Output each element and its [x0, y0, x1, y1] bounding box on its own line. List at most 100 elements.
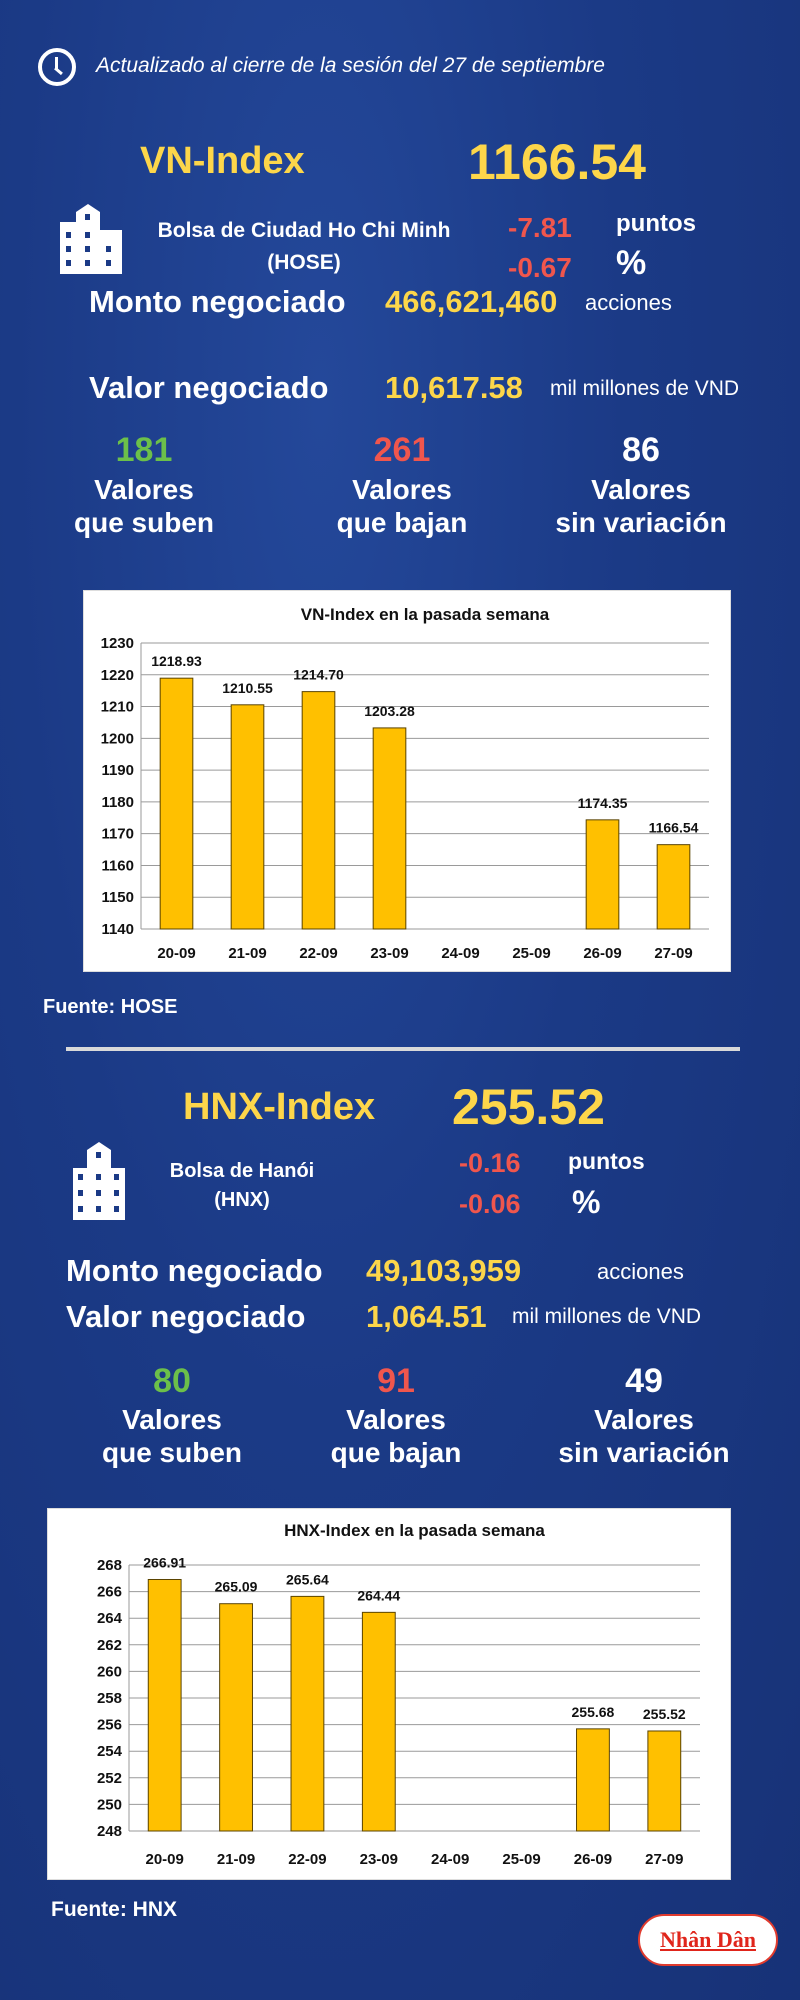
hnx-flat-count: 49	[625, 1362, 663, 1400]
vn-traded-value: 10,617.58	[385, 370, 523, 405]
bar-27-09	[656, 844, 691, 930]
bar-20-09	[147, 1578, 182, 1832]
bar-27-09	[647, 1730, 682, 1832]
vn-pct-label: %	[616, 244, 647, 282]
y-tick-label: 1190	[101, 762, 134, 779]
data-label: 1166.54	[649, 820, 699, 836]
vn-down-count: 261	[373, 431, 431, 469]
x-tick-label: 22-09	[299, 945, 337, 962]
vn-value-unit: mil millones de VND	[550, 377, 740, 400]
x-tick-label: 24-09	[441, 945, 479, 962]
data-label: 264.44	[357, 1587, 400, 1603]
bar-23-09	[361, 1611, 396, 1832]
hnx-value-label: Valor negociado	[66, 1299, 306, 1334]
building-icon	[60, 204, 122, 274]
vn-up-label-1: Valores	[94, 474, 194, 505]
x-tick-label: 20-09	[157, 945, 195, 962]
y-tick-label: 1170	[101, 826, 134, 843]
hnx-down-label-2: que bajan	[330, 1437, 462, 1468]
y-tick-label: 1150	[101, 889, 134, 906]
hnx-volume-unit: acciones	[597, 1259, 684, 1284]
y-tick-label: 258	[97, 1690, 122, 1707]
updated-text: Actualizado al cierre de la sesión del 2…	[96, 54, 605, 77]
hnx-chart-svg: HNX-Index en la pasada semana 248 250 252 25…	[97, 1521, 700, 1868]
hnx-exchange-name: Bolsa de Hanói	[169, 1160, 315, 1182]
vn-value-label: Valor negociado	[89, 370, 329, 405]
x-tick-label: 27-09	[645, 1851, 683, 1868]
vn-flat-count: 86	[622, 431, 660, 469]
x-tick-label: 21-09	[228, 945, 266, 962]
hnx-volume: 49,103,959	[366, 1253, 522, 1288]
y-tick-label: 264	[97, 1610, 123, 1627]
vn-down-label-2: que bajan	[336, 507, 468, 538]
hnx-down-count: 91	[377, 1362, 415, 1400]
hnx-pct-label: %	[572, 1184, 601, 1220]
vn-change-points: -7.81	[508, 212, 572, 243]
vn-chart: VN-Index en la pasada semana 1140 1150 1160…	[83, 590, 731, 972]
x-tick-label: 25-09	[512, 945, 550, 962]
y-tick-label: 1140	[101, 921, 134, 938]
vn-points-label: puntos	[616, 210, 696, 237]
hnx-change-pct: -0.06	[459, 1189, 521, 1219]
vn-flat-label-2: sin variación	[555, 507, 727, 538]
hnx-chart: HNX-Index en la pasada semana 248 250 252 25…	[47, 1508, 731, 1880]
x-tick-label: 24-09	[431, 1851, 469, 1868]
y-tick-label: 1220	[101, 667, 134, 684]
y-tick-label: 256	[97, 1717, 122, 1734]
x-tick-label: 22-09	[288, 1851, 326, 1868]
hnx-up-count: 80	[153, 1362, 191, 1400]
hnx-flat-label-2: sin variación	[558, 1437, 730, 1468]
x-tick-label: 25-09	[502, 1851, 540, 1868]
bar-21-09	[230, 704, 265, 930]
vn-volume-label: Monto negociado	[89, 284, 346, 319]
hnx-index-value: 255.52	[452, 1079, 605, 1135]
hnx-change-points: -0.16	[459, 1148, 521, 1178]
hnx-down-label-1: Valores	[346, 1404, 446, 1435]
x-tick-label: 23-09	[360, 1851, 398, 1868]
hnx-traded-value: 1,064.51	[366, 1299, 487, 1334]
hnx-source: Fuente: HNX	[51, 1898, 177, 1921]
data-label: 265.09	[215, 1579, 258, 1595]
data-label: 265.64	[286, 1571, 329, 1587]
hnx-up-label-1: Valores	[122, 1404, 222, 1435]
vn-source: Fuente: HOSE	[43, 996, 178, 1018]
building-icon	[73, 1142, 125, 1220]
y-tick-label: 252	[97, 1770, 122, 1787]
vn-index-name: VN-Index	[140, 140, 305, 182]
y-tick-label: 1180	[101, 794, 134, 811]
x-tick-label: 21-09	[217, 1851, 255, 1868]
nhan-dan-logo: Nhân Dân	[638, 1914, 778, 1966]
vn-up-label-2: que suben	[73, 507, 214, 538]
y-tick-label: 262	[97, 1637, 122, 1654]
x-tick-label: 26-09	[583, 945, 621, 962]
data-label: 255.52	[643, 1706, 686, 1722]
y-tick-label: 1210	[101, 699, 134, 716]
x-tick-label: 26-09	[574, 1851, 612, 1868]
bar-26-09	[576, 1728, 610, 1832]
hnx-up-label-2: que suben	[101, 1437, 242, 1468]
y-tick-label: 250	[97, 1796, 122, 1813]
hnx-volume-label: Monto negociado	[66, 1253, 323, 1288]
bar-22-09	[301, 691, 336, 930]
data-label: 255.68	[572, 1704, 615, 1720]
bar-26-09	[585, 819, 620, 930]
bar-20-09	[159, 677, 194, 930]
data-label: 1214.70	[293, 667, 344, 683]
vn-exchange-name: Bolsa de Ciudad Ho Chi Minh	[157, 219, 451, 242]
data-label: 1210.55	[222, 680, 273, 696]
section-divider	[66, 1047, 740, 1051]
data-label: 266.91	[143, 1554, 186, 1570]
vn-volume-unit: acciones	[585, 290, 672, 315]
clock-icon	[38, 48, 76, 86]
x-tick-label: 27-09	[654, 945, 692, 962]
x-tick-label: 23-09	[370, 945, 408, 962]
y-tick-label: 266	[97, 1584, 122, 1601]
vn-volume: 466,621,460	[385, 284, 558, 319]
y-tick-label: 248	[97, 1823, 122, 1840]
data-label: 1203.28	[364, 703, 415, 719]
x-tick-label: 20-09	[146, 1851, 184, 1868]
chart-title: VN-Index en la pasada semana	[301, 605, 550, 624]
y-tick-label: 260	[97, 1663, 122, 1680]
vn-change-pct: -0.67	[508, 252, 572, 283]
vn-up-count: 181	[115, 431, 173, 469]
